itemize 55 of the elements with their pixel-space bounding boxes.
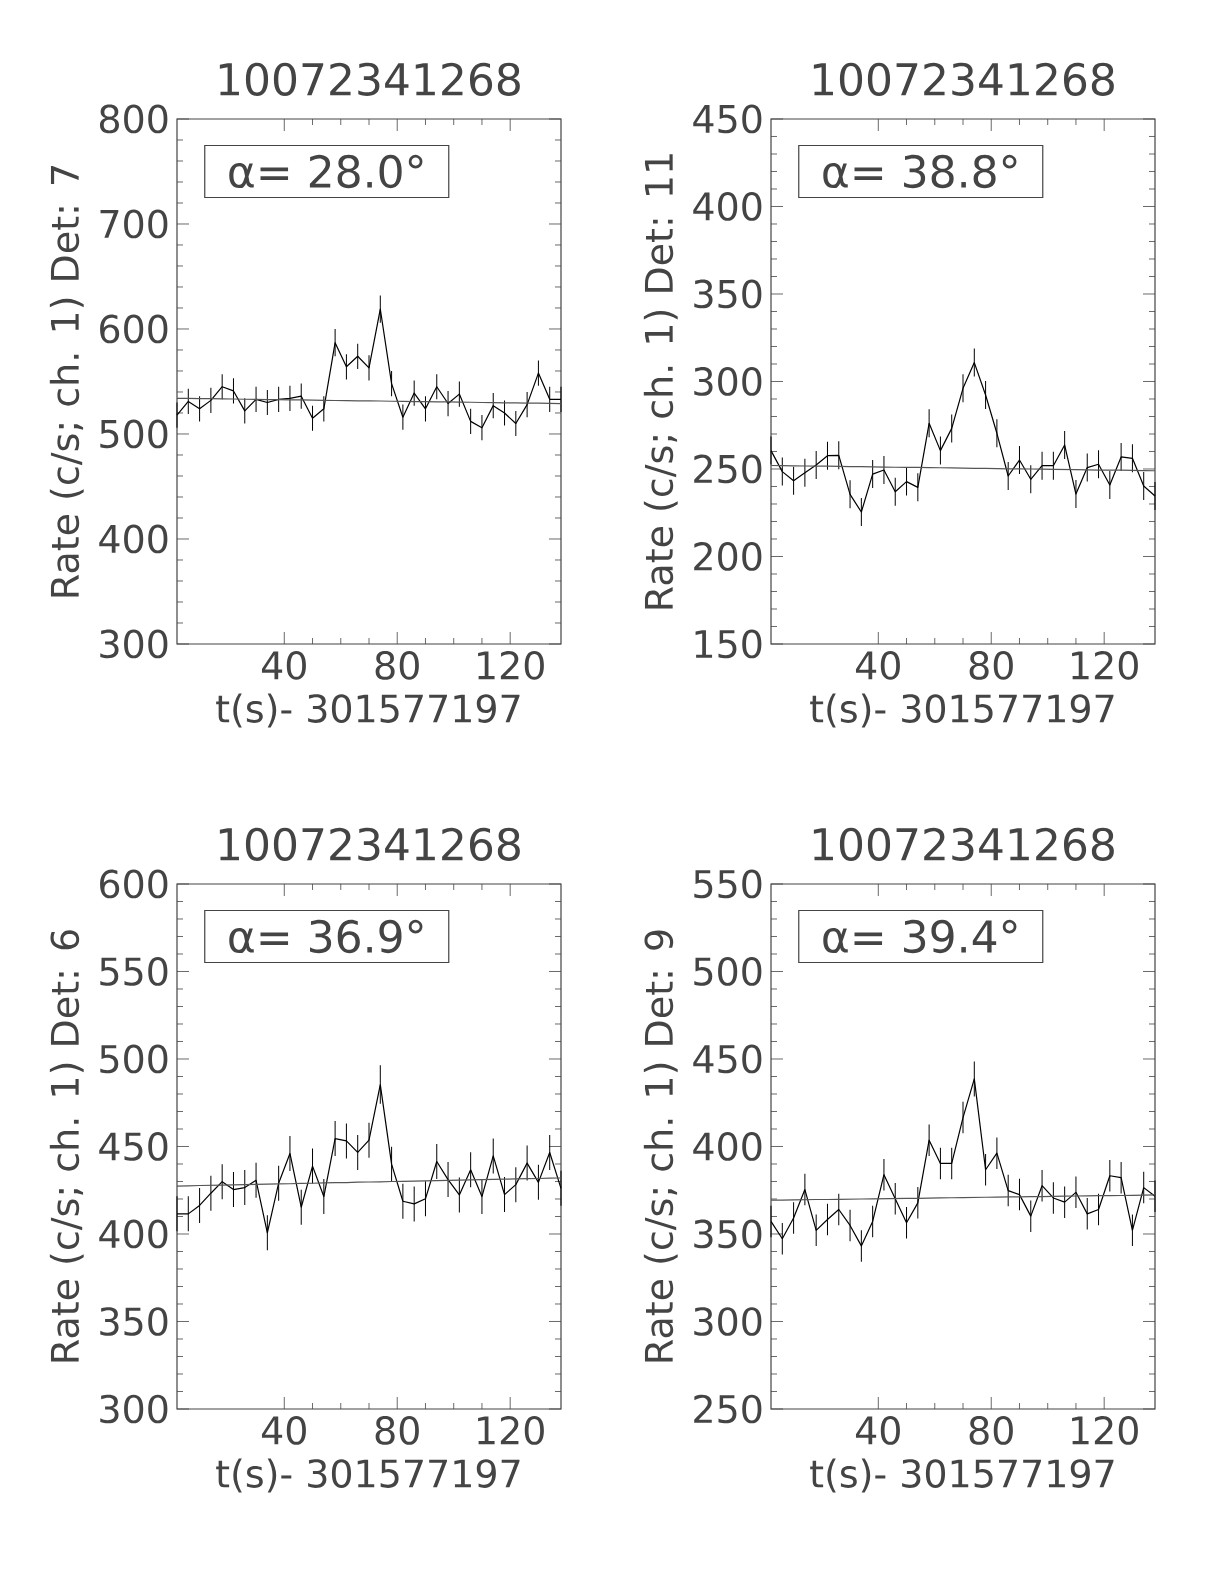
y-tick-label: 250 bbox=[694, 1394, 762, 1424]
x-tick-label: 120 bbox=[478, 1416, 544, 1445]
x-tick-label: 40 bbox=[855, 1416, 900, 1445]
y-tick-label: 450 bbox=[693, 104, 762, 134]
y-axis-title: Rate (c/s; ch. 1) Det: 6 bbox=[49, 930, 84, 1362]
y-tick-label: 300 bbox=[100, 629, 168, 659]
y-tick-label: 400 bbox=[693, 192, 762, 221]
y-tick-label: 500 bbox=[100, 419, 168, 449]
x-tick-label: 120 bbox=[478, 651, 544, 680]
y-axis-title: Rate (c/s; ch. 1) Det: 11 bbox=[643, 154, 678, 609]
y-tick-label: 600 bbox=[100, 314, 168, 344]
x-tick-label: 80 bbox=[969, 1416, 1013, 1445]
y-axis-title: Rate (c/s; ch. 1) Det: 7 bbox=[49, 166, 84, 597]
x-tick-label: 120 bbox=[1072, 1416, 1138, 1445]
x-tick-label: 80 bbox=[375, 1416, 419, 1445]
y-tick-label: 600 bbox=[100, 869, 168, 899]
y-tick-label: 350 bbox=[100, 1307, 168, 1336]
y-tick-label: 450 bbox=[99, 1132, 168, 1161]
chart-title: 10072341268 bbox=[813, 62, 1114, 96]
y-tick-label: 800 bbox=[99, 104, 168, 134]
x-tick-label: 80 bbox=[375, 651, 419, 680]
x-tick-label: 40 bbox=[261, 1416, 306, 1445]
x-axis-title: t(s)- 301577197 bbox=[810, 693, 1114, 728]
y-tick-label: 500 bbox=[100, 1044, 168, 1074]
chart-title: 10072341268 bbox=[219, 827, 520, 861]
annotation: α= 38.8° bbox=[823, 154, 1017, 189]
y-tick-label: 150 bbox=[695, 629, 762, 659]
y-tick-label: 550 bbox=[100, 957, 168, 986]
y-tick-label: 200 bbox=[694, 542, 762, 571]
chart-title: 10072341268 bbox=[813, 827, 1114, 861]
y-tick-label: 300 bbox=[694, 1307, 762, 1336]
y-tick-label: 500 bbox=[694, 957, 762, 986]
x-axis-title: t(s)- 301577197 bbox=[810, 1458, 1114, 1493]
y-tick-label: 550 bbox=[694, 869, 762, 899]
x-tick-label: 40 bbox=[855, 651, 900, 680]
x-tick-label: 80 bbox=[969, 651, 1013, 680]
x-axis-title: t(s)- 301577197 bbox=[216, 693, 520, 728]
y-tick-label: 400 bbox=[99, 1219, 168, 1249]
annotation: α= 28.0° bbox=[229, 154, 423, 189]
x-tick-label: 120 bbox=[1072, 651, 1138, 680]
y-tick-label: 250 bbox=[694, 454, 762, 484]
x-axis-title: t(s)- 301577197 bbox=[216, 1458, 520, 1493]
annotation: α= 39.4° bbox=[823, 919, 1017, 954]
y-tick-label: 300 bbox=[100, 1394, 168, 1424]
y-tick-label: 350 bbox=[694, 279, 762, 309]
x-tick-label: 40 bbox=[261, 651, 306, 680]
y-tick-label: 450 bbox=[693, 1044, 762, 1074]
y-axis-title: Rate (c/s; ch. 1) Det: 9 bbox=[643, 930, 678, 1362]
annotation: α= 36.9° bbox=[229, 919, 423, 954]
y-tick-label: 400 bbox=[693, 1132, 762, 1161]
y-tick-label: 300 bbox=[694, 367, 762, 396]
chart-title: 10072341268 bbox=[219, 62, 520, 96]
y-tick-label: 350 bbox=[694, 1219, 762, 1249]
y-tick-label: 700 bbox=[100, 209, 168, 239]
y-tick-label: 400 bbox=[99, 524, 168, 554]
